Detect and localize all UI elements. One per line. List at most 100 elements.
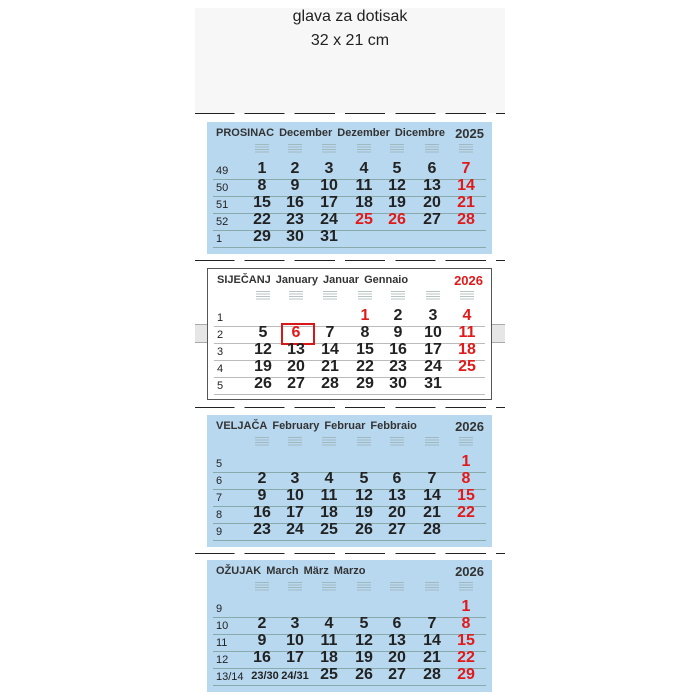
weekday-label [256,291,270,300]
weekday-label [289,291,303,300]
day-cell: 19 [388,194,406,211]
weekday-label [288,582,302,591]
weekday-label [358,291,372,300]
day-cell: 15 [457,487,475,504]
week-number: 8 [216,509,223,521]
day-cell: 2 [393,307,403,324]
day-cell: 13 [287,341,305,358]
day-cell: 10 [286,632,304,649]
year: 2025 [455,126,484,141]
month-panel: VELJAČA February Februar Febbraio 2026 5 1 6 2 3 4… [207,415,492,547]
day-cell: 7 [461,160,471,177]
weekday-label [425,144,439,153]
week-number: 1 [216,233,223,245]
week-row: 50 8 9 10 11 12 13 14 [213,177,486,197]
day-cell: 28 [457,211,475,228]
day-cell: 3 [324,160,334,177]
day-cell: 7 [427,470,437,487]
day-cell: 26 [254,375,272,392]
week-row: 4 19 20 21 22 23 24 25 [214,358,485,378]
weekday-label [459,582,473,591]
cut-line [195,553,505,554]
month-name: March [266,565,299,577]
day-cell: 11 [355,177,373,194]
day-cell: 2 [257,615,267,632]
day-cell: 17 [320,194,338,211]
day-cell: 15 [356,341,374,358]
day-cell: 20 [287,358,305,375]
day-cell: 25 [320,666,338,683]
day-cell: 9 [257,632,267,649]
week-number: 4 [217,363,224,375]
day-cell: 19 [355,504,373,521]
day-cell: 17 [286,649,304,666]
day-cell: 12 [355,632,373,649]
day-cell: 25 [355,211,373,228]
day-cell: 25 [320,521,338,538]
day-cell: 18 [320,649,338,666]
week-row: 13/14 23/30 24/31 25 26 27 28 29 [213,666,486,686]
day-cell: 2 [290,160,300,177]
day-cell: 27 [388,521,406,538]
day-cell: 28 [423,521,441,538]
week-number: 3 [217,346,224,358]
day-cell: 28 [321,375,339,392]
month-panel: OŽUJAK March März Marzo 2026 9 1 10 2 3 4 5 6 7 8 11 9 10… [207,560,492,692]
day-cell: 5 [258,324,268,341]
month-name: VELJAČA [216,420,268,432]
day-cell: 18 [320,504,338,521]
day-cell: 3 [290,470,300,487]
month-name: Gennaio [364,274,409,286]
week-row: 6 2 3 4 5 6 7 8 [213,470,486,490]
week-row: 10 2 3 4 5 6 7 8 [213,615,486,635]
day-cell: 14 [457,177,475,194]
weekday-label [255,144,269,153]
week-row: 11 9 10 11 12 13 14 15 [213,632,486,652]
day-cell: 14 [423,487,441,504]
month-names: VELJAČA February Februar Febbraio [216,420,438,432]
weekday-label [390,437,404,446]
day-cell: 3 [290,615,300,632]
day-cell: 10 [286,487,304,504]
day-cell: 8 [461,615,471,632]
week-row: 49 1 2 3 4 5 6 7 [213,160,486,180]
day-cell: 26 [388,211,406,228]
month-names: OŽUJAK March März Marzo [216,565,438,577]
day-cell: 4 [462,307,472,324]
day-cell: 21 [423,504,441,521]
cut-line [195,260,505,261]
day-cell: 8 [360,324,370,341]
day-cell: 1 [257,160,267,177]
day-cell: 16 [253,649,271,666]
month-panel: PROSINAC December Dezember Dicembre 2025 49 1 2… [207,122,492,254]
day-cell: 6 [291,324,301,341]
day-cell: 24 [320,211,338,228]
weekday-label [255,582,269,591]
weekday-label [390,582,404,591]
weekday-label [288,144,302,153]
weekday-label [357,144,371,153]
day-cell: 30 [286,228,304,245]
day-cell: 29 [457,666,475,683]
day-cell: 6 [427,160,437,177]
week-row: 2 5 6 7 8 9 10 11 [214,323,485,345]
day-cell: 23 [253,521,271,538]
day-cell: 23 [286,211,304,228]
day-cell: 11 [458,324,476,341]
month-name: SIJEČANJ [217,274,271,286]
month-name: January [275,274,318,286]
week-row: 12 16 17 18 19 20 21 22 [213,649,486,669]
today-marker [281,323,315,345]
weekday-label [425,437,439,446]
month-name: Januar [323,274,360,286]
cut-line [195,407,505,408]
day-cell: 5 [392,160,402,177]
day-cell: 7 [325,324,335,341]
week-number: 5 [217,380,224,392]
day-cell: 13 [388,632,406,649]
week-number: 7 [216,492,223,504]
year: 2026 [454,273,483,288]
week-number: 1 [217,312,224,324]
week-row: 1 1 2 3 4 [214,307,485,327]
month-name: Marzo [333,565,366,577]
